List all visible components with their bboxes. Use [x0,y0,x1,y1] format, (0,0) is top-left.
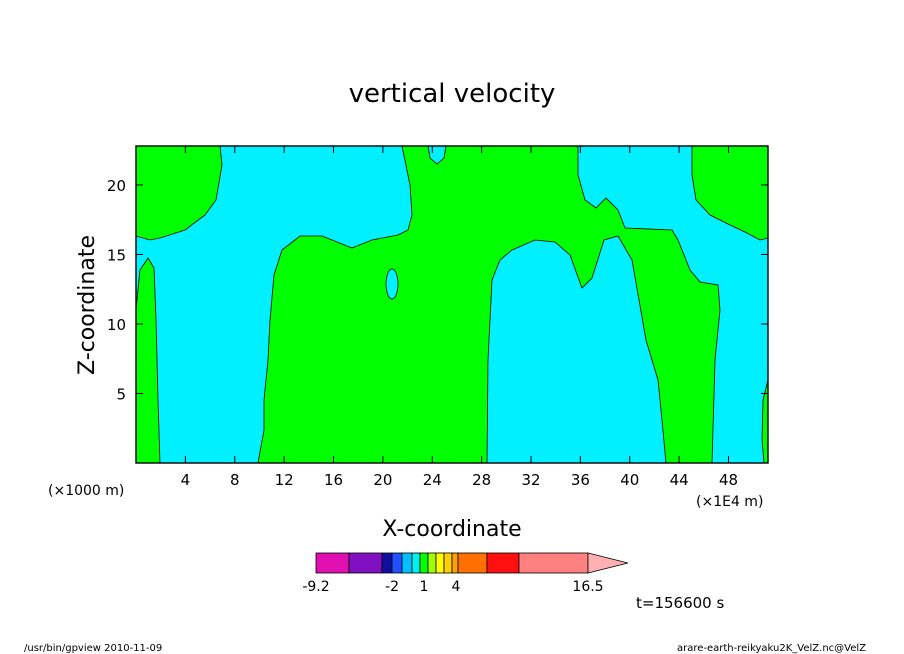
x-tick-label: 32 [521,471,540,489]
footer-left: /usr/bin/gpview 2010-11-09 [24,643,162,654]
colorbar-cell [427,552,437,574]
x-tick-label: 40 [620,471,639,489]
x-tick-label: 48 [719,471,738,489]
y-tick-label: 5 [116,385,126,403]
y-tick-label: 10 [107,316,126,334]
colorbar-tick-label: -9.2 [302,579,329,595]
x-axis-ticks: 4 8 12 16 20 24 28 32 36 40 44 48 [181,146,738,489]
x-scale-note: (×1000 m) [48,483,124,499]
colorbar-extend-arrow [587,552,629,574]
plot-frame [135,145,769,464]
colorbar-cell [315,552,350,574]
colorbar-cell [435,552,445,574]
x-tick-label: 8 [230,471,240,489]
x-tick-label: 44 [670,471,689,489]
y-tick-label: 15 [107,246,126,264]
colorbar-tick-label: 4 [452,579,461,595]
y-axis-ticks: 5 10 15 20 [107,177,768,403]
colorbar [315,552,629,574]
x-axis-label: X-coordinate [382,517,521,542]
colorbar-labels: -9.2 -2 1 4 16.5 [302,579,603,595]
colorbar-tick-label: -2 [385,579,399,595]
x-tick-label: 28 [472,471,491,489]
chart-title: vertical velocity [349,79,556,109]
x-tick-label: 20 [373,471,392,489]
colorbar-cell [457,552,488,574]
colorbar-cell [419,552,429,574]
y-axis-label: Z-coordinate [75,235,100,375]
positive-region-left-top [135,145,223,241]
x-unit-note: (×1E4 m) [696,494,763,510]
colorbar-cell [518,552,589,574]
colorbar-cell [451,552,459,574]
colorbar-cell [381,552,393,574]
x-tick-label: 16 [324,471,343,489]
x-tick-label: 12 [275,471,294,489]
colorbar-cell [486,552,520,574]
colorbar-cell [348,552,383,574]
colorbar-cell [401,552,413,574]
colorbar-tick-label: 1 [420,579,429,595]
colorbar-cell [411,552,421,574]
x-tick-label: 4 [181,471,191,489]
colorbar-cell [391,552,403,574]
footer-right: arare-earth-reikyaku2K_VelZ.nc@VelZ [677,643,866,654]
positive-region-center [234,145,721,464]
x-tick-label: 36 [571,471,590,489]
colorbar-cell [443,552,453,574]
x-tick-label: 24 [423,471,442,489]
time-label: t=156600 s [636,594,724,612]
positive-region-left-column [135,257,161,464]
negative-island-small [385,268,399,300]
colorbar-tick-label: 16.5 [572,579,603,595]
y-tick-label: 20 [107,177,126,195]
